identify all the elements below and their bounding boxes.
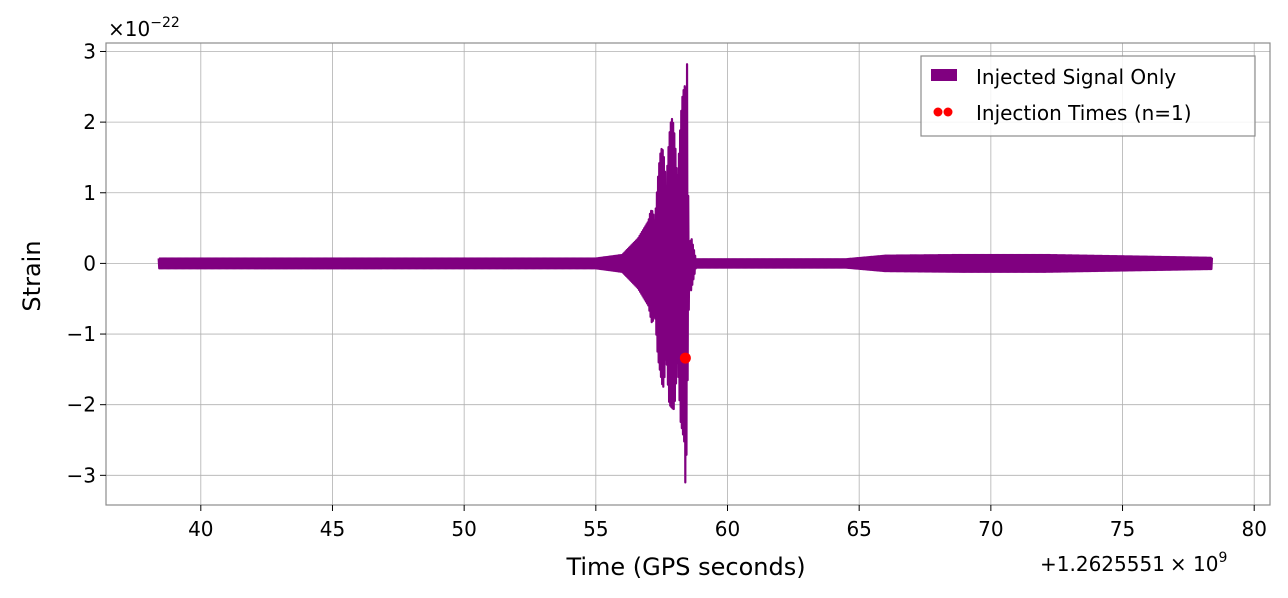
- series-injection-times: [679, 352, 691, 364]
- x-tick-label: 70: [978, 517, 1003, 541]
- y-tick-label: 0: [83, 251, 96, 275]
- y-tick-label: 3: [83, 39, 96, 63]
- x-tick-label: 65: [846, 517, 871, 541]
- y-tick-label: −2: [67, 393, 96, 417]
- legend-label-injected-signal: Injected Signal Only: [976, 65, 1176, 89]
- legend-marker-injection-1: [933, 107, 943, 117]
- x-tick-label: 40: [188, 517, 213, 541]
- legend-box: [920, 55, 1256, 137]
- x-ticks: 40 45 50 55 60 65 70 75 80: [188, 505, 1267, 541]
- legend: Injected Signal Only Injection Times (n=…: [920, 55, 1256, 137]
- x-tick-label: 45: [320, 517, 345, 541]
- x-offset-times: × 10: [1170, 552, 1219, 576]
- legend-label-injection-times: Injection Times (n=1): [976, 101, 1192, 125]
- y-scale-exponent: −22: [150, 15, 180, 31]
- y-scale-label: ×10−22: [108, 15, 180, 41]
- x-axis-label: Time (GPS seconds): [565, 553, 805, 581]
- y-tick-label: −1: [67, 322, 96, 346]
- y-ticks: 3 2 1 0 −1 −2 −3: [67, 39, 106, 487]
- x-tick-label: 55: [583, 517, 608, 541]
- legend-marker-injection-2: [943, 107, 953, 117]
- x-tick-label: 60: [715, 517, 740, 541]
- y-tick-label: 1: [83, 181, 96, 205]
- y-tick-label: −3: [67, 463, 96, 487]
- plot-frame: [105, 42, 1271, 506]
- series-injected-signal-only: [157, 63, 1214, 484]
- x-tick-label: 50: [451, 517, 476, 541]
- y-tick-label: 2: [83, 110, 96, 134]
- x-offset-exponent: 9: [1219, 550, 1228, 566]
- legend-swatch-injected-signal: [931, 69, 957, 81]
- y-axis-label: Strain: [18, 240, 46, 311]
- injection-time-point: [679, 352, 691, 364]
- x-tick-label: 80: [1241, 517, 1266, 541]
- x-tick-label: 75: [1110, 517, 1135, 541]
- waveform-line: [157, 63, 1214, 484]
- x-offset-label: +1.2625551 × 109: [1040, 550, 1227, 576]
